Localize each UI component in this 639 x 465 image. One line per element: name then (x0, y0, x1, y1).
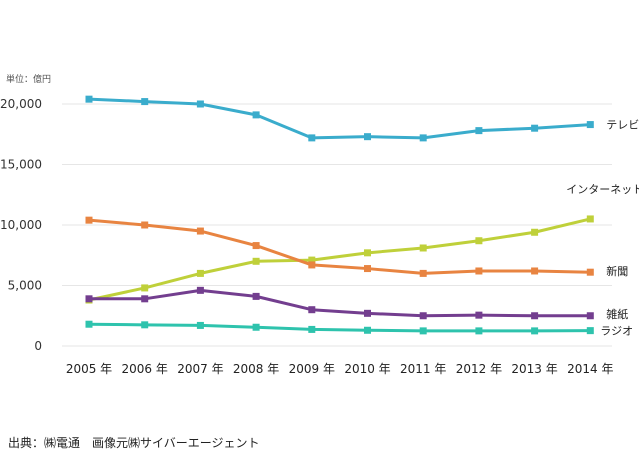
data-point (85, 216, 93, 224)
y-tick-label: 20,000 (0, 97, 42, 111)
data-point (419, 269, 427, 277)
x-tick-label: 2007 年 (177, 362, 223, 376)
data-point (475, 127, 483, 135)
data-point (364, 133, 371, 141)
series-line (88, 217, 591, 302)
data-point (196, 227, 204, 235)
data-point (364, 265, 371, 273)
data-point (531, 312, 539, 320)
data-point (364, 309, 371, 317)
data-point (586, 121, 594, 129)
data-point (586, 312, 594, 320)
data-point (475, 267, 483, 275)
unit-label: 単位：億円 (6, 75, 52, 85)
data-point (475, 237, 483, 245)
data-point (85, 295, 93, 303)
series-label: 新聞 (606, 264, 628, 278)
data-point (308, 134, 316, 142)
x-tick-label: 2013 年 (511, 362, 557, 376)
x-tick-label: 2009 年 (289, 362, 335, 376)
x-tick-label: 2012 年 (456, 362, 502, 376)
data-point (419, 327, 427, 335)
series-line (88, 218, 591, 275)
x-tick-label: 2014 年 (567, 362, 613, 376)
series-label: ラジオ (600, 325, 633, 338)
data-point (308, 325, 316, 333)
y-tick-label: 0 (34, 339, 42, 353)
y-tick-label: 15,000 (0, 158, 42, 172)
series-label: インターネット (566, 183, 639, 196)
series-line (89, 288, 591, 318)
data-point (419, 244, 427, 252)
data-point (85, 95, 93, 103)
x-tick-label: 2006 年 (122, 362, 168, 376)
data-point (196, 100, 204, 108)
x-tick-label: 2010 年 (344, 362, 390, 376)
data-point (141, 284, 149, 292)
data-point (364, 249, 371, 257)
data-point (196, 286, 204, 294)
series-line (88, 322, 591, 333)
data-point (531, 124, 539, 132)
data-point (252, 111, 260, 119)
data-point (531, 267, 539, 275)
data-point (475, 311, 483, 319)
data-point (586, 268, 594, 276)
data-point (419, 312, 427, 320)
series-label: 雑紙 (606, 307, 628, 321)
data-point (364, 326, 371, 334)
series-line (88, 97, 591, 140)
data-point (475, 327, 483, 335)
data-point (308, 256, 316, 264)
data-point (586, 327, 594, 335)
data-point (85, 320, 93, 328)
data-point (141, 321, 149, 329)
x-axis-ticks: 2005 年 2006 年 2007 年 2008 年 2009 年 2010 年 2011… (66, 362, 614, 376)
y-tick-label: 10,000 (0, 218, 42, 232)
data-point (141, 221, 149, 229)
data-point (196, 269, 204, 277)
data-point (141, 98, 149, 106)
data-point (531, 228, 539, 236)
data-point (141, 295, 149, 303)
data-point (308, 261, 316, 269)
data-point (531, 327, 539, 335)
data-point (308, 306, 316, 314)
y-axis-ticks: 0 5,000 10,000 15,000 20,000 (0, 97, 42, 353)
data-point (586, 215, 594, 223)
x-tick-label: 2008 年 (233, 362, 279, 376)
y-tick-label: 5,000 (8, 279, 42, 293)
x-tick-label: 2005 年 (66, 362, 112, 376)
data-point (252, 292, 260, 300)
source-note: 出典：㈱電通 画像元㈱サイバーエージェント (8, 436, 260, 450)
series-label: テレビ (606, 119, 639, 132)
data-point (196, 321, 204, 329)
series-lines (85, 95, 594, 335)
data-point (252, 242, 260, 250)
x-tick-label: 2011 年 (400, 362, 446, 376)
data-point (252, 323, 260, 331)
data-point (252, 257, 260, 265)
data-point (419, 134, 427, 142)
